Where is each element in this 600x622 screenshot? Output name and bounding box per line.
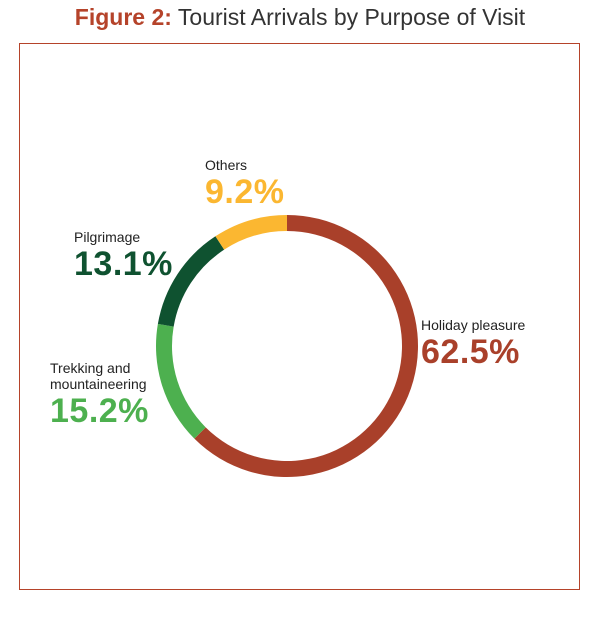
- slice-name-trekking-line1: Trekking and: [50, 360, 131, 376]
- slice-pilgrimage: [157, 236, 225, 327]
- figure-title-text: Tourist Arrivals by Purpose of Visit: [177, 4, 526, 30]
- figure-title: Figure 2: Tourist Arrivals by Purpose of…: [0, 4, 600, 31]
- slice-holiday-pleasure: [194, 215, 419, 477]
- slice-value-trekking: 15.2%: [50, 392, 149, 430]
- label-trekking: Trekking and mountaineering 15.2%: [50, 360, 149, 430]
- label-pilgrimage: Pilgrimage 13.1%: [74, 229, 173, 283]
- slice-others: [215, 215, 287, 250]
- slice-trekking: [156, 323, 206, 439]
- slice-name-holiday-pleasure: Holiday pleasure: [421, 317, 526, 333]
- label-others: Others 9.2%: [205, 157, 285, 211]
- slice-name-others: Others: [205, 157, 248, 173]
- slice-value-pilgrimage: 13.1%: [74, 245, 173, 283]
- figure-number: Figure 2:: [74, 4, 172, 30]
- slice-value-holiday-pleasure: 62.5%: [421, 333, 520, 371]
- slice-value-others: 9.2%: [205, 173, 285, 211]
- label-holiday-pleasure: Holiday pleasure 62.5%: [421, 317, 525, 371]
- slice-name-pilgrimage: Pilgrimage: [74, 229, 141, 245]
- chart-frame: [19, 43, 580, 590]
- slice-name-trekking-line2: mountaineering: [50, 376, 147, 392]
